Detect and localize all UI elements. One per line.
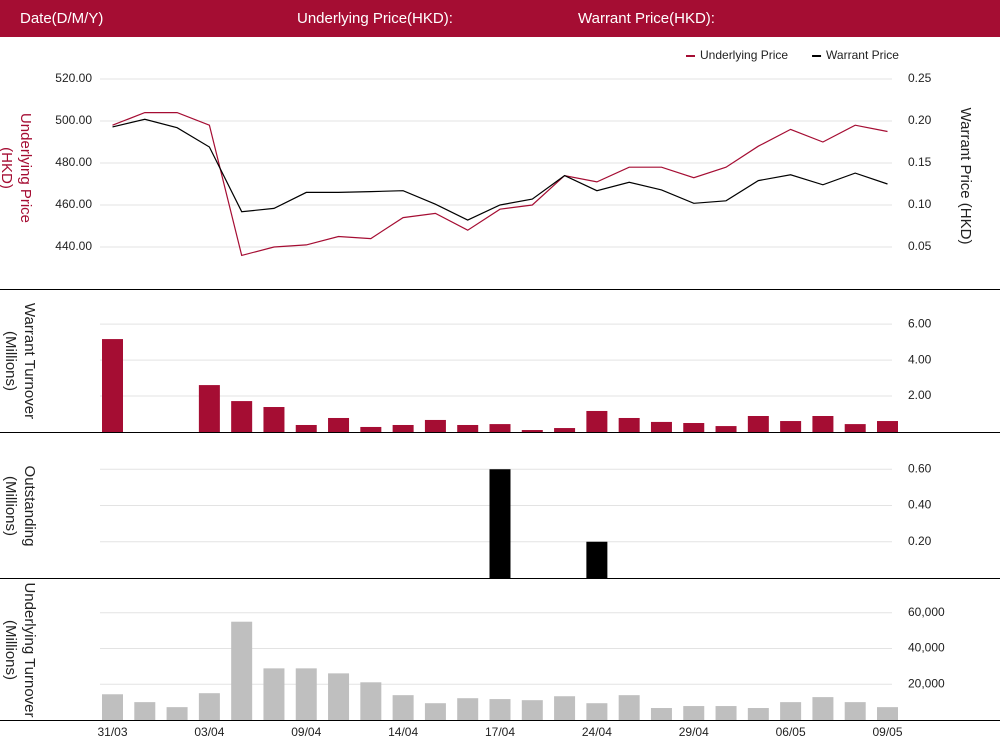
- bar: [457, 424, 479, 432]
- x-tick-label: 09/04: [291, 725, 321, 739]
- bar: [877, 421, 898, 432]
- y-tick-label: 0.40: [908, 498, 932, 512]
- bar: [812, 416, 834, 432]
- bar: [521, 700, 543, 720]
- bar: [877, 707, 898, 720]
- bar: [715, 706, 737, 720]
- axis-title: Warrant Turnover (Millions): [2, 302, 38, 420]
- bar: [134, 702, 156, 720]
- bar: [586, 410, 608, 432]
- bar: [263, 407, 285, 432]
- bar: [715, 426, 737, 432]
- bar: [683, 706, 705, 720]
- y-tick-label: 2.00: [908, 388, 932, 402]
- bar: [231, 621, 253, 720]
- bar: [166, 707, 188, 720]
- bar: [618, 695, 640, 720]
- bar: [102, 339, 123, 432]
- y-tick-label: 500.00: [55, 113, 92, 127]
- line-series: [112, 112, 888, 257]
- bar: [295, 668, 317, 720]
- y-tick-label: 0.20: [908, 534, 932, 548]
- line-series: [112, 118, 888, 221]
- x-tick-label: 17/04: [485, 725, 515, 739]
- axis-title: Underlying Price (HKD): [0, 112, 34, 224]
- bar: [747, 708, 769, 720]
- y-tick-label: 20,000: [908, 676, 945, 690]
- header-bar: [0, 0, 1000, 37]
- y-tick-label: 0.60: [908, 461, 932, 475]
- bar: [328, 673, 350, 720]
- y-tick-label: 60,000: [908, 605, 945, 619]
- bar: [683, 423, 705, 432]
- y-tick-label: 480.00: [55, 155, 92, 169]
- bar: [812, 697, 834, 720]
- header-warrant: Warrant Price(HKD):: [578, 10, 715, 27]
- bar: [360, 682, 382, 720]
- header-underlying: Underlying Price(HKD):: [297, 10, 453, 27]
- bar: [295, 424, 317, 432]
- bar: [424, 419, 446, 432]
- legend-label: Underlying Price: [700, 48, 788, 62]
- bar: [521, 430, 543, 432]
- bar: [198, 385, 220, 432]
- y2-tick-label: 0.10: [908, 197, 932, 211]
- x-tick-label: 31/03: [97, 725, 127, 739]
- axis-title: Outstanding (Millions): [2, 465, 38, 546]
- bar: [780, 421, 802, 432]
- x-tick-label: 06/05: [776, 725, 806, 739]
- bar: [392, 424, 414, 432]
- bar: [328, 417, 350, 432]
- y-tick-label: 40,000: [908, 641, 945, 655]
- x-tick-label: 03/04: [194, 725, 224, 739]
- y-tick-label: 6.00: [908, 316, 932, 330]
- y2-tick-label: 0.15: [908, 155, 932, 169]
- bar: [263, 668, 285, 720]
- axis-title: Underlying Turnover (Millions): [2, 581, 38, 718]
- bar: [747, 416, 769, 432]
- y2-tick-label: 0.05: [908, 239, 932, 253]
- bar: [392, 695, 414, 720]
- bar: [554, 696, 576, 720]
- bar: [650, 708, 672, 720]
- bar: [650, 421, 672, 432]
- bar: [586, 703, 608, 720]
- x-tick-label: 29/04: [679, 725, 709, 739]
- header-date: Date(D/M/Y): [20, 10, 103, 27]
- bar: [844, 424, 866, 432]
- x-tick-label: 24/04: [582, 725, 612, 739]
- y-tick-label: 460.00: [55, 197, 92, 211]
- bar: [360, 426, 382, 432]
- y2-tick-label: 0.20: [908, 113, 932, 127]
- bar: [102, 694, 123, 720]
- bar: [586, 541, 608, 578]
- x-tick-label: 14/04: [388, 725, 418, 739]
- bar: [457, 698, 479, 720]
- y-tick-label: 440.00: [55, 239, 92, 253]
- axis-title: Warrant Price (HKD): [957, 107, 975, 245]
- bar: [780, 702, 802, 720]
- bar: [198, 693, 220, 720]
- y-tick-label: 4.00: [908, 352, 932, 366]
- bar: [844, 702, 866, 720]
- y-tick-label: 520.00: [55, 71, 92, 85]
- bar: [231, 401, 253, 432]
- bar: [489, 699, 511, 720]
- bar: [489, 469, 511, 578]
- bar: [424, 703, 446, 720]
- bar: [489, 424, 511, 432]
- bar: [618, 417, 640, 432]
- x-tick-label: 09/05: [872, 725, 902, 739]
- bar: [554, 428, 576, 432]
- y2-tick-label: 0.25: [908, 71, 932, 85]
- legend-label: Warrant Price: [826, 48, 899, 62]
